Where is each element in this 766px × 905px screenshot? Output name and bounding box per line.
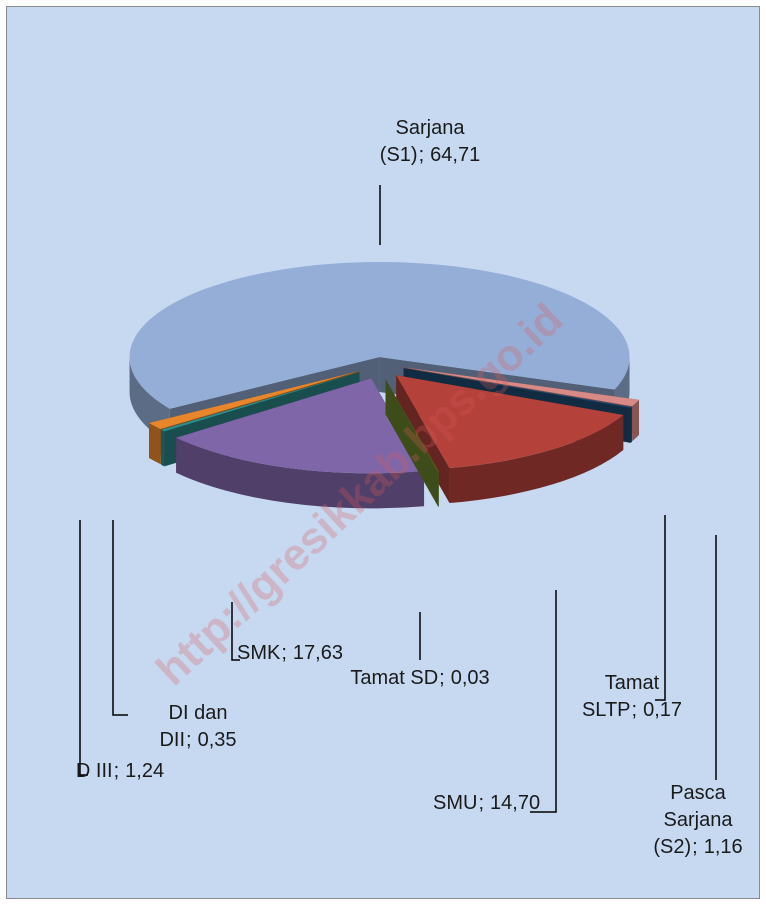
separator: ; <box>281 642 287 664</box>
separator: ; <box>631 699 638 721</box>
value-label: 0,17 <box>643 699 683 721</box>
leader-line <box>112 520 128 716</box>
slice-side <box>176 437 425 509</box>
value-label: 14,70 <box>490 792 541 814</box>
slice <box>129 262 630 409</box>
category-label: Pasca Sarjana (S2) <box>653 782 733 858</box>
leader-line <box>79 520 88 776</box>
slice-face <box>385 379 439 507</box>
separator: ; <box>186 729 192 751</box>
leader-line <box>655 515 666 701</box>
value-label: 17,63 <box>292 642 343 664</box>
separator: ; <box>478 792 485 814</box>
category-label: DI dan DII <box>159 702 228 751</box>
slice <box>403 368 632 408</box>
leader-line <box>530 590 557 813</box>
data-label: DI dan DII; 0,35 <box>128 700 268 754</box>
leader-line <box>231 602 240 661</box>
data-label: Tamat SD; 0,03 <box>345 665 495 692</box>
slice-side <box>630 406 632 443</box>
value-label: 1,16 <box>703 836 743 858</box>
data-label: SMU; 14,70 <box>433 790 540 817</box>
separator: ; <box>439 667 445 689</box>
category-label: SMU <box>433 792 478 814</box>
slice <box>396 375 624 469</box>
slice <box>385 379 439 472</box>
category-label: Tamat SLTP <box>581 672 660 721</box>
value-label: 0,35 <box>197 729 237 751</box>
slice <box>149 371 359 430</box>
slice-side <box>161 429 165 467</box>
category-label: Sarjana (S1) <box>379 117 465 166</box>
slice <box>404 367 640 407</box>
slice <box>176 378 425 474</box>
separator: ; <box>418 144 425 166</box>
category-label: SMK <box>237 642 281 664</box>
slice <box>161 372 360 432</box>
data-label: D III; 1,24 <box>45 758 195 785</box>
data-label: SMK; 17,63 <box>237 640 343 667</box>
slice-side <box>149 422 161 465</box>
data-label: Sarjana (S1); 64,71 <box>350 115 510 169</box>
value-label: 64,71 <box>430 144 481 166</box>
data-label: Pasca Sarjana (S2); 1,16 <box>643 780 753 861</box>
value-label: 1,24 <box>125 760 165 782</box>
data-label: Tamat SLTP; 0,17 <box>557 670 707 724</box>
slice-side <box>449 415 624 504</box>
slice-side <box>632 399 640 442</box>
separator: ; <box>692 836 698 858</box>
separator: ; <box>113 760 120 782</box>
category-label: D III <box>75 760 113 782</box>
category-label: Tamat SD <box>350 667 439 689</box>
value-label: 0,03 <box>450 667 490 689</box>
